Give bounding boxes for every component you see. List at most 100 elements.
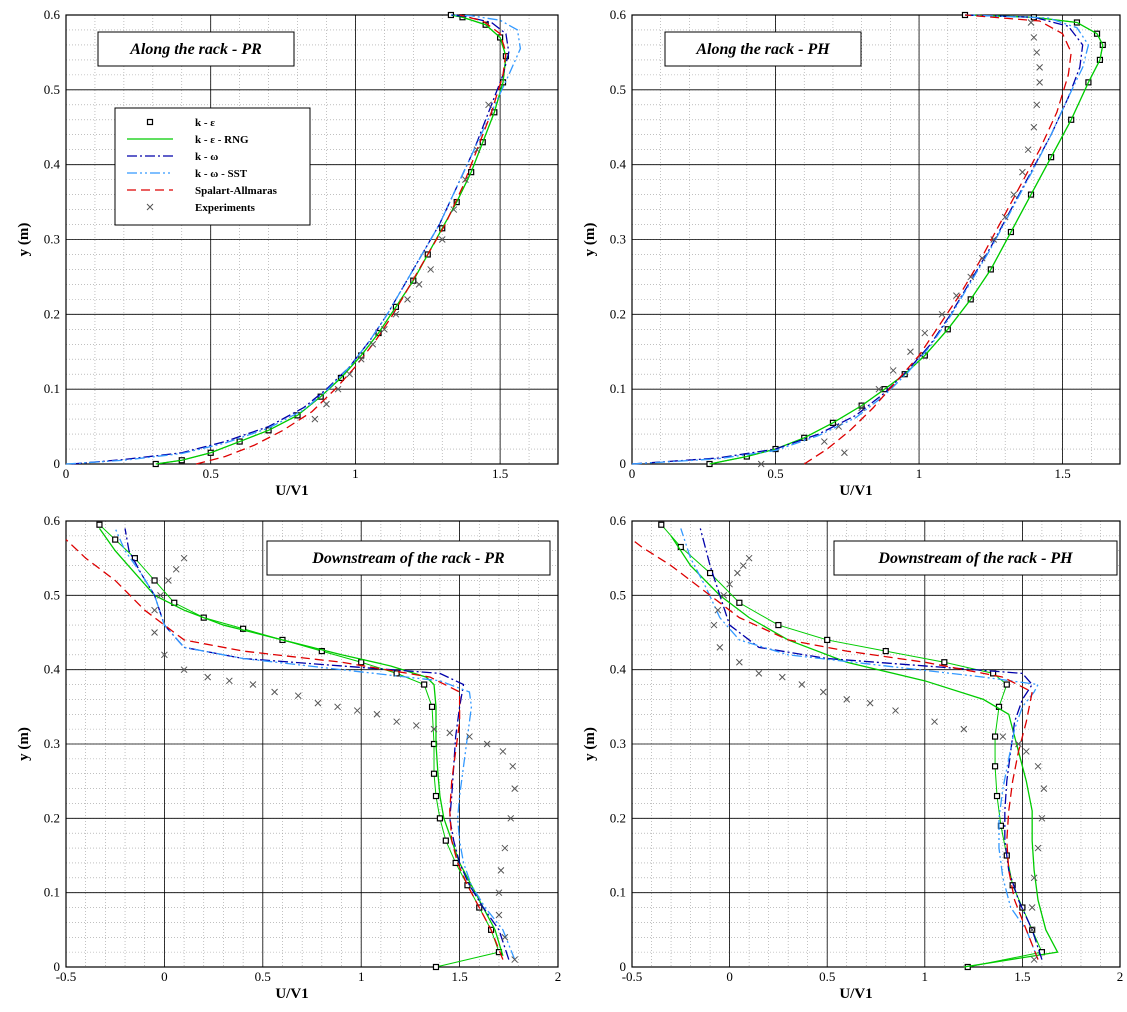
data-point — [820, 438, 828, 445]
data-point — [380, 325, 388, 333]
data-point — [931, 718, 938, 726]
data-point — [442, 837, 449, 844]
series-line — [65, 14, 522, 465]
data-point — [314, 699, 322, 707]
x-tick-label: 0.5 — [255, 969, 271, 984]
data-point — [1028, 926, 1036, 934]
data-point — [311, 415, 319, 423]
data-point — [706, 569, 714, 577]
y-tick-label: 0.2 — [44, 810, 60, 825]
y-tick-label: 0.5 — [610, 82, 626, 97]
y-tick-label: 0.3 — [44, 736, 60, 751]
plot-frame — [631, 520, 1121, 968]
data-point — [1040, 785, 1048, 792]
series-line — [65, 539, 504, 960]
panel-title-box — [833, 540, 1118, 576]
data-point — [334, 703, 341, 711]
series — [96, 521, 503, 971]
data-point — [446, 729, 454, 737]
series — [196, 14, 507, 465]
chart-panel: 0 0.5 1 1.5 0 0.1 0.2 0.3 0.4 0.5 0.6 U/V1 y (m) Alon… — [582, 7, 1121, 499]
data-point — [511, 956, 519, 963]
series — [699, 528, 1043, 960]
series — [631, 14, 1090, 465]
series-line — [699, 528, 1043, 960]
data-point — [866, 699, 874, 707]
x-axis-title: U/V1 — [839, 483, 872, 499]
data-point — [941, 659, 948, 666]
plot-frame — [65, 14, 559, 465]
data-point — [775, 621, 782, 629]
data-point — [501, 933, 509, 941]
data-point — [726, 580, 733, 588]
data-point — [369, 340, 377, 348]
data-point — [798, 681, 806, 688]
data-point — [1034, 762, 1042, 770]
data-point — [778, 673, 786, 681]
x-tick-label: 1.5 — [492, 466, 508, 481]
data-point — [999, 733, 1007, 740]
y-tick-label: 0.3 — [610, 736, 626, 751]
data-point — [1003, 681, 1010, 688]
legend-label: k - ε — [195, 117, 215, 129]
panel-title-box — [664, 31, 862, 67]
series-line — [114, 528, 516, 960]
data-point — [1010, 191, 1018, 198]
data-point — [991, 733, 999, 740]
data-point — [172, 565, 180, 573]
data-point — [357, 355, 365, 363]
data-point — [438, 236, 446, 243]
data-point — [430, 770, 438, 777]
data-point — [393, 670, 400, 677]
y-tick-label: 0.6 — [44, 513, 61, 528]
x-tick-label: 0 — [63, 466, 70, 481]
data-point — [495, 889, 503, 897]
x-tick-label: 0 — [629, 466, 636, 481]
data-point — [427, 266, 435, 273]
y-tick-label: 0.6 — [610, 7, 627, 22]
data-point — [1030, 123, 1038, 131]
x-tick-label: 1.5 — [1054, 466, 1070, 481]
chart-panel: 0 0.5 1 1.5 0 0.1 0.2 0.3 0.4 0.5 0.6 U/V1 y (m) Alon… — [16, 7, 559, 499]
series — [631, 539, 1039, 960]
data-point — [466, 733, 473, 740]
series — [670, 535, 1059, 968]
data-point — [430, 725, 438, 733]
data-point — [1030, 956, 1038, 963]
x-tick-label: -0.5 — [622, 969, 643, 984]
data-point — [755, 670, 763, 677]
data-point — [412, 722, 420, 729]
data-point — [346, 370, 353, 378]
data-point — [432, 963, 440, 971]
data-point — [714, 606, 722, 614]
data-point — [151, 577, 158, 584]
y-tick-label: 0.6 — [610, 513, 627, 528]
data-point — [892, 707, 899, 714]
x-tick-label: 1 — [358, 969, 365, 984]
x-tick-label: 1 — [922, 969, 929, 984]
data-point — [907, 348, 914, 356]
x-tick-label: 0.5 — [767, 466, 783, 481]
data-point — [393, 718, 400, 726]
data-point — [225, 677, 233, 685]
data-point — [161, 651, 168, 659]
y-tick-label: 0.1 — [610, 885, 626, 900]
data-point — [495, 911, 503, 919]
data-point — [1001, 213, 1009, 221]
legend-marker — [146, 118, 154, 126]
series — [124, 528, 510, 960]
data-point — [739, 562, 747, 569]
data-point — [392, 310, 400, 318]
y-tick-label: 0.4 — [44, 157, 61, 172]
series-line — [124, 528, 510, 960]
data-point — [953, 292, 960, 299]
data-point — [757, 460, 765, 468]
data-point — [249, 681, 257, 688]
x-tick-label: 1 — [916, 466, 923, 481]
data-point — [483, 740, 491, 748]
legend-label: k - ε - RNG — [195, 134, 249, 146]
data-point — [432, 792, 440, 800]
data-point — [373, 710, 381, 718]
y-tick-label: 0.4 — [610, 662, 627, 677]
data-point — [204, 673, 212, 681]
